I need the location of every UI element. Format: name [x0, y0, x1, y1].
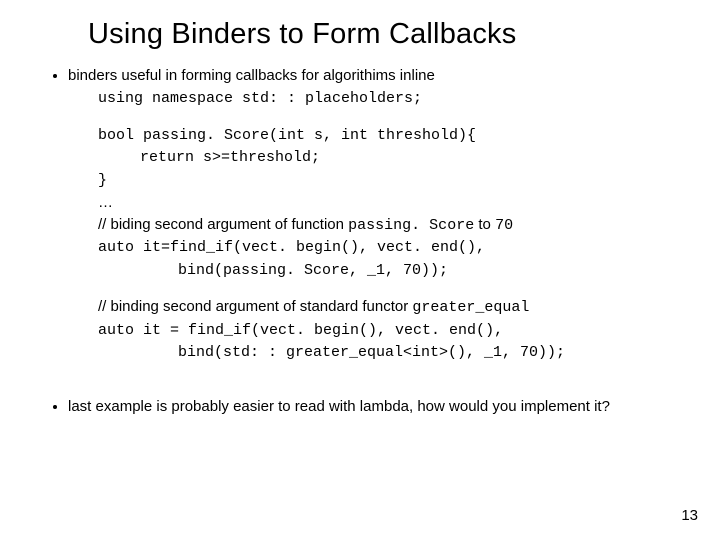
page-number: 13 — [681, 507, 698, 524]
code-findif2: auto it = find_if(vect. begin(), vect. e… — [98, 322, 503, 339]
ellipsis: … — [98, 194, 113, 211]
comment-bind2-text: // binding second argument of standard f… — [98, 298, 412, 315]
bullet-1: binders useful in forming callbacks for … — [68, 65, 690, 392]
code-findif1: auto it=find_if(vect. begin(), vect. end… — [98, 239, 485, 256]
spacer — [68, 110, 690, 124]
slide: Using Binders to Form Callbacks binders … — [0, 0, 720, 540]
comment-bind1-val: 70 — [495, 217, 513, 234]
spacer — [68, 364, 690, 378]
comment-bind2-code: greater_equal — [412, 299, 529, 316]
code-fn-close: } — [98, 172, 107, 189]
comment-bind1-text: // biding second argument of function — [98, 216, 348, 233]
code-bind2: bind(std: : greater_equal<int>(), _1, 70… — [178, 344, 565, 361]
code-fn-body: return s>=threshold; — [140, 149, 320, 166]
comment-bind1: // biding second argument of function pa… — [98, 216, 513, 233]
comment-bind2: // binding second argument of standard f… — [98, 298, 529, 315]
bullet-2: last example is probably easier to read … — [68, 396, 690, 418]
code-using: using namespace std: : placeholders; — [98, 90, 422, 107]
spacer — [68, 282, 690, 296]
comment-bind1-code: passing. Score — [348, 217, 474, 234]
bullet-list: binders useful in forming callbacks for … — [30, 65, 690, 418]
code-fn-decl: bool passing. Score(int s, int threshold… — [98, 127, 476, 144]
slide-title: Using Binders to Form Callbacks — [88, 18, 690, 51]
bullet-1-intro: binders useful in forming callbacks for … — [68, 67, 435, 84]
code-bind1: bind(passing. Score, _1, 70)); — [178, 262, 448, 279]
spacer — [68, 378, 690, 392]
comment-bind1-tail: to — [474, 216, 495, 233]
